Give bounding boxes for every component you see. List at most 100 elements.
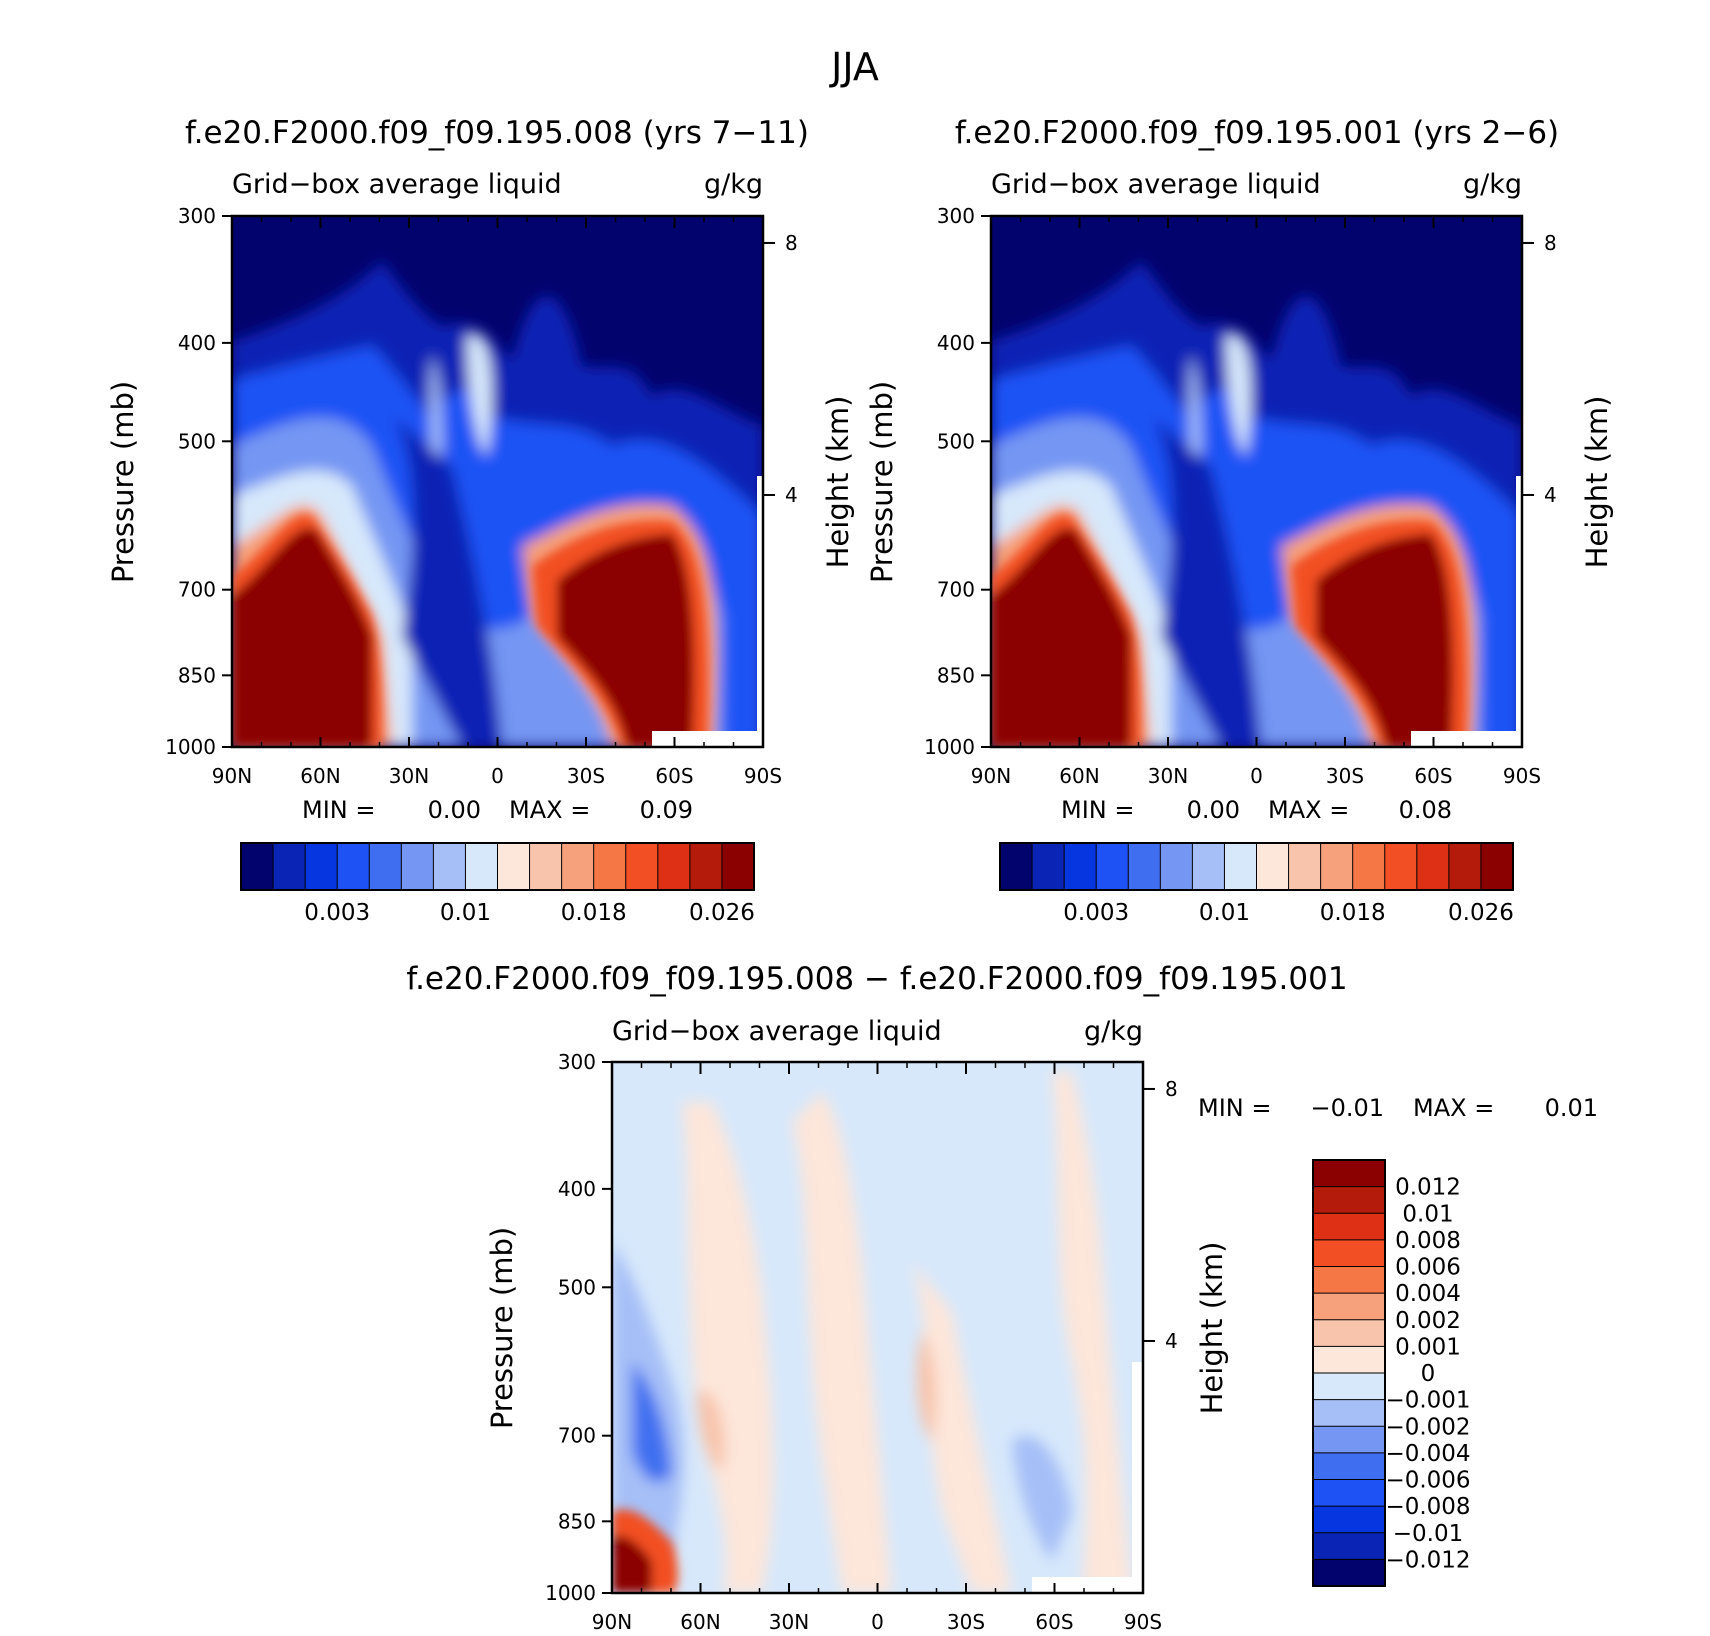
min-label: MIN = bbox=[302, 796, 375, 824]
colorbar-swatch bbox=[1223, 842, 1258, 891]
x-tick-label: 60N bbox=[300, 764, 340, 788]
colorbar-swatch bbox=[1312, 1479, 1386, 1508]
x-tick-label: 30S bbox=[567, 764, 605, 788]
max-value: 0.01 bbox=[1545, 1094, 1598, 1122]
y-axis-label-right: Height (km) bbox=[1580, 396, 1614, 569]
x-tick-label: 60N bbox=[1059, 764, 1099, 788]
colorbar-swatch bbox=[1031, 842, 1066, 891]
colorbar-swatch bbox=[1312, 1345, 1386, 1374]
colorbar-label: −0.004 bbox=[1385, 1441, 1470, 1467]
colorbar-label: −0.001 bbox=[1385, 1388, 1470, 1414]
colorbar-label: 0.006 bbox=[1395, 1255, 1461, 1281]
colorbar-label: −0.012 bbox=[1385, 1547, 1470, 1573]
colorbar-swatch bbox=[1312, 1186, 1386, 1215]
x-tick-label: 0 bbox=[871, 1610, 884, 1634]
y-tick-label: 400 bbox=[937, 331, 975, 355]
y-tick-label: 1000 bbox=[924, 735, 975, 759]
y-axis-label-right: Height (km) bbox=[821, 396, 855, 569]
x-tick-label: 90N bbox=[971, 764, 1011, 788]
colorbar-swatch bbox=[1312, 1159, 1386, 1188]
colorbar-swatch bbox=[304, 842, 339, 891]
field-label: Grid−box average liquid bbox=[991, 169, 1321, 200]
colorbar-swatch bbox=[336, 842, 371, 891]
colorbar-label: 0.001 bbox=[1395, 1334, 1461, 1360]
colorbar-swatch bbox=[721, 842, 755, 891]
y-tick-label-right: 8 bbox=[785, 231, 798, 255]
colorbar-swatch bbox=[1352, 842, 1386, 891]
colorbar-swatch bbox=[529, 842, 563, 891]
max-label: MAX = bbox=[509, 796, 590, 824]
y-tick-label: 850 bbox=[178, 663, 216, 687]
units-label: g/kg bbox=[704, 169, 763, 200]
y-tick-label-right: 8 bbox=[1165, 1077, 1178, 1101]
y-tick-label: 700 bbox=[937, 578, 975, 602]
figure-title: JJA bbox=[829, 45, 879, 89]
max-value: 0.09 bbox=[640, 796, 693, 824]
min-value: 0.00 bbox=[1187, 796, 1240, 824]
field-label: Grid−box average liquid bbox=[232, 169, 562, 200]
panel-title: f.e20.F2000.f09_f09.195.008 − f.e20.F200… bbox=[406, 961, 1347, 997]
colorbar-swatch bbox=[1312, 1292, 1386, 1321]
x-tick-label: 30N bbox=[389, 764, 429, 788]
colorbar-swatch bbox=[1256, 842, 1290, 891]
units-label: g/kg bbox=[1084, 1016, 1143, 1047]
y-tick-label: 700 bbox=[558, 1424, 596, 1448]
colorbar-swatch bbox=[497, 842, 531, 891]
colorbar-label: 0.008 bbox=[1395, 1228, 1461, 1254]
x-tick-label: 90S bbox=[1124, 1610, 1162, 1634]
x-tick-label: 90N bbox=[212, 764, 252, 788]
colorbar-swatch bbox=[1416, 842, 1450, 891]
colorbar-label: 0.026 bbox=[1448, 900, 1514, 926]
y-tick-label-right: 4 bbox=[785, 483, 798, 507]
colorbar-label: 0.018 bbox=[561, 900, 627, 926]
x-tick-label: 0 bbox=[491, 764, 504, 788]
colorbar-swatch bbox=[272, 842, 307, 891]
colorbar-swatch bbox=[625, 842, 659, 891]
colorbar-swatch bbox=[368, 842, 403, 891]
panel-title: f.e20.F2000.f09_f09.195.008 (yrs 7−11) bbox=[185, 115, 809, 151]
min-label: MIN = bbox=[1061, 796, 1134, 824]
colorbar-swatch bbox=[240, 842, 275, 891]
colorbar-label: −0.01 bbox=[1393, 1521, 1463, 1547]
colorbar-swatch bbox=[1312, 1558, 1386, 1587]
colorbar-swatch bbox=[1312, 1399, 1386, 1428]
colorbar-swatch bbox=[1127, 842, 1162, 891]
y-tick-label: 850 bbox=[558, 1509, 596, 1533]
colorbar-label: −0.008 bbox=[1385, 1494, 1470, 1520]
colorbar-swatch bbox=[593, 842, 627, 891]
y-tick-label: 1000 bbox=[545, 1581, 596, 1605]
colorbar-label: 0.004 bbox=[1395, 1281, 1461, 1307]
colorbar-label: 0.012 bbox=[1395, 1175, 1461, 1201]
x-tick-label: 90S bbox=[744, 764, 782, 788]
min-value: 0.00 bbox=[428, 796, 481, 824]
y-axis-label: Pressure (mb) bbox=[106, 381, 140, 583]
min-value: −0.01 bbox=[1310, 1094, 1384, 1122]
colorbar-swatch bbox=[1480, 842, 1514, 891]
x-tick-label: 30S bbox=[947, 1610, 985, 1634]
colorbar-swatch bbox=[400, 842, 435, 891]
y-tick-label: 400 bbox=[178, 331, 216, 355]
min-label: MIN = bbox=[1198, 1094, 1271, 1122]
colorbar-swatch bbox=[1448, 842, 1482, 891]
colorbar-frame bbox=[999, 842, 1514, 891]
field-label: Grid−box average liquid bbox=[612, 1016, 942, 1047]
max-label: MAX = bbox=[1413, 1094, 1494, 1122]
colorbar-label: 0.018 bbox=[1320, 900, 1386, 926]
colorbar-swatch bbox=[1312, 1266, 1386, 1295]
x-tick-label: 0 bbox=[1250, 764, 1263, 788]
y-tick-label: 400 bbox=[558, 1177, 596, 1201]
colorbar-swatch bbox=[999, 842, 1034, 891]
y-tick-label: 500 bbox=[178, 429, 216, 453]
colorbar-swatch bbox=[1312, 1239, 1386, 1268]
colorbar-swatch bbox=[1384, 842, 1418, 891]
y-tick-label: 500 bbox=[937, 429, 975, 453]
panel-right: f.e20.F2000.f09_f09.195.001 (yrs 2−6) Gr… bbox=[865, 115, 1614, 926]
x-tick-label: 60S bbox=[1035, 1610, 1073, 1634]
colorbar-swatch bbox=[432, 842, 467, 891]
x-tick-label: 60N bbox=[680, 1610, 720, 1634]
x-tick-label: 60S bbox=[655, 764, 693, 788]
colorbar-swatch bbox=[1312, 1425, 1386, 1454]
axes: 90N 60N 30N 0 30S 60S 90S 300 400 500 700 850 1000 8 4 bbox=[165, 204, 798, 788]
x-tick-label: 30N bbox=[769, 1610, 809, 1634]
